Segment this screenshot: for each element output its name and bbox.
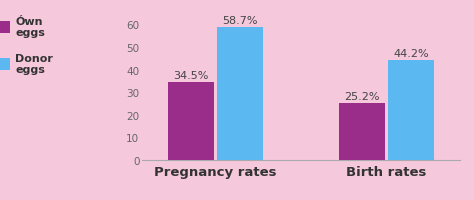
Bar <box>339 103 385 160</box>
Bar <box>217 28 263 160</box>
Text: 44.2%: 44.2% <box>393 49 429 58</box>
Legend: Ówn
eggs, Donor
eggs: Ówn eggs, Donor eggs <box>0 17 53 75</box>
Text: 25.2%: 25.2% <box>344 91 380 101</box>
Bar <box>388 61 434 160</box>
Text: 58.7%: 58.7% <box>222 16 258 26</box>
Bar <box>168 83 214 160</box>
Text: 34.5%: 34.5% <box>173 70 209 80</box>
